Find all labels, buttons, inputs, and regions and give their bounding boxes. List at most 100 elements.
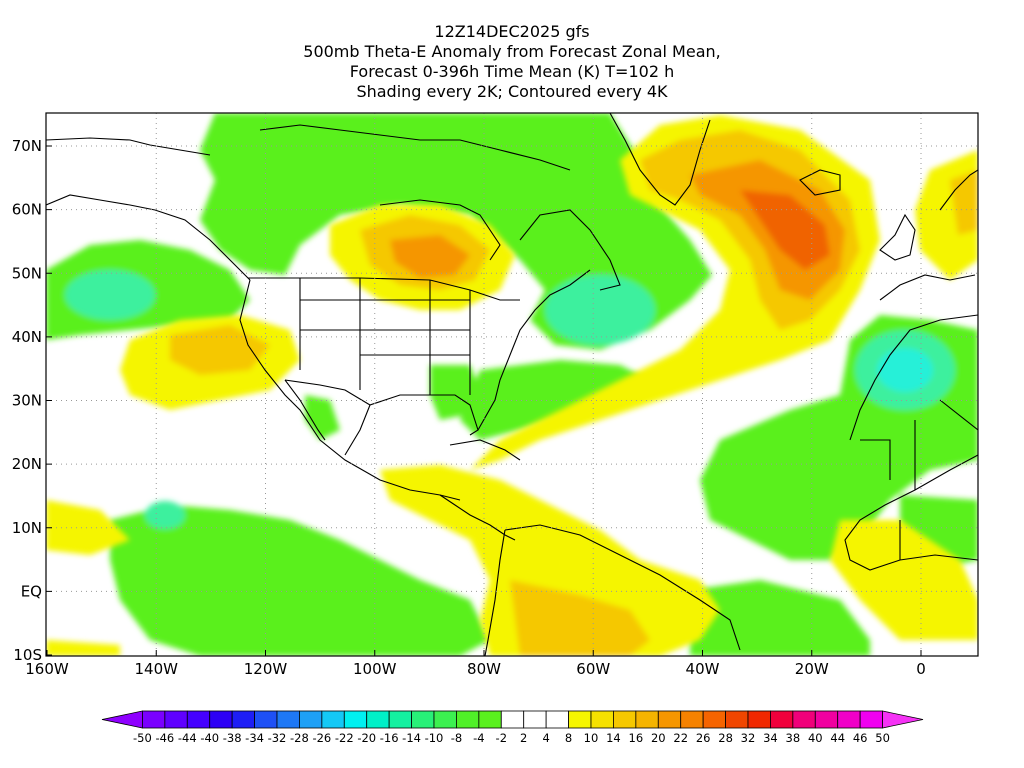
y-axis: 10S EQ 10N 20N 30N 40N 50N 60N 70N (12, 137, 52, 664)
map-frame (45, 112, 979, 657)
colorbar-label: 32 (741, 731, 756, 745)
x-tick-label: 140W (135, 660, 179, 678)
colorbar-swatch (321, 710, 345, 729)
y-tick-label: 70N (12, 137, 42, 155)
coast-north-america-west (239, 279, 461, 501)
title-line-forecast: Forecast 0-396h Time Mean (K) T=102 h (349, 62, 675, 81)
x-tick-label: 0 (916, 660, 926, 678)
x-tick-label: 40W (686, 660, 720, 678)
colorbar-swatch (388, 710, 412, 729)
colorbar-swatch (814, 710, 839, 729)
title-line-variable: 500mb Theta-E Anomaly from Forecast Zona… (303, 42, 721, 61)
colorbar-swatch (101, 710, 143, 729)
colorbar-label: 20 (651, 731, 666, 745)
warm-region-pacific-core (170, 325, 270, 375)
cool-region-baja (305, 395, 340, 440)
colorbar-label: 10 (584, 731, 599, 745)
colorbar-swatch (186, 710, 211, 729)
colorbar-label: 50 (875, 731, 890, 745)
colorbar-label: -32 (268, 731, 287, 745)
coast-greenland (609, 113, 711, 206)
colorbar-swatch (680, 710, 704, 729)
colorbar-label: -2 (496, 731, 507, 745)
colorbar-swatch (299, 710, 323, 729)
coastlines (46, 113, 978, 656)
colorbar-swatch (142, 710, 166, 729)
x-tick-label: 120W (244, 660, 288, 678)
colorbar-label: 26 (696, 731, 711, 745)
coast-alaska-north (46, 137, 211, 156)
warm-region-caribbean (380, 465, 720, 656)
warm-region-great-lakes-max (390, 235, 470, 278)
colorbar-swatch (702, 710, 726, 729)
colorbar-label: 38 (786, 731, 801, 745)
warm-region-europe-core (950, 170, 978, 235)
anomaly-field (46, 113, 978, 656)
colorbar-swatch (792, 710, 816, 729)
y-tick-label: 50N (12, 264, 42, 282)
colorbar-swatch (433, 710, 457, 729)
colorbar-swatch (343, 710, 368, 729)
x-tick-label: 160W (25, 660, 69, 678)
colorbar-label: 34 (763, 731, 778, 745)
colorbar-swatch (568, 710, 592, 729)
warm-region-peak (740, 190, 830, 270)
colorbar-swatch (635, 710, 659, 729)
x-tick-label: 100W (353, 660, 397, 678)
y-tick-label: EQ (21, 582, 42, 600)
colorbar-label: -46 (155, 731, 174, 745)
coast-central-america (439, 494, 516, 541)
colorbar-label: 40 (808, 731, 823, 745)
africa-borders (860, 399, 978, 560)
cool-anomaly-shading (46, 113, 978, 656)
colorbar-label: 4 (542, 731, 549, 745)
warm-region-africa-west (830, 520, 978, 640)
cool-region-tropical-pacific (110, 505, 490, 656)
warm-anomaly-shading (46, 115, 978, 656)
coast-arctic-islands (259, 124, 571, 171)
colorbar-label: -20 (357, 731, 376, 745)
colorbar-label: -50 (133, 731, 152, 745)
colorbar-label: 8 (565, 731, 572, 745)
colorbar-label: -26 (312, 731, 331, 745)
coast-hudson (379, 199, 501, 261)
colorbar-label: 28 (718, 731, 733, 745)
colorbar-swatch (366, 710, 390, 729)
colorbar-swatch (411, 710, 435, 729)
coast-south-america-west (484, 529, 506, 656)
colorbar-swatch (478, 710, 502, 729)
colorbar-swatch (590, 710, 614, 729)
colorbar-label: -44 (178, 731, 197, 745)
warm-region-south-america (510, 580, 650, 656)
colorbar-label: -28 (290, 731, 309, 745)
mexico-border (284, 379, 371, 406)
colorbar: -50 -46 -44 -40 -38 -34 -32 -28 -26 -22 -20 -16 -14-… (101, 710, 924, 745)
colorbar-label: 46 (853, 731, 868, 745)
y-tick-label: 40N (12, 328, 42, 346)
colorbar-label: 14 (606, 731, 621, 745)
colorbar-swatch (837, 710, 861, 729)
colorbar-swatch (613, 710, 637, 729)
y-tick-label: 60N (12, 201, 42, 219)
colorbar-swatch (456, 710, 480, 729)
coast-cuba (449, 439, 521, 461)
colorbar-label: 16 (629, 731, 644, 745)
colorbar-label: -40 (200, 731, 219, 745)
colorbar-label: 2 (520, 731, 527, 745)
coast-nw-africa (849, 314, 978, 441)
title-line-shading: Shading every 2K; Contoured every 4K (356, 82, 668, 101)
colorbar-swatch (276, 710, 300, 729)
y-tick-label: 10S (13, 646, 42, 664)
colorbar-label: -22 (335, 731, 354, 745)
colorbar-swatch (164, 710, 188, 729)
map-gridlines (46, 113, 978, 656)
colorbar-swatch (209, 710, 233, 729)
y-tick-label: 20N (12, 455, 42, 473)
x-axis: 160W 140W 120W 100W 80W 60W 40W 20W 0 (25, 650, 926, 678)
warm-region-hawaii (46, 640, 120, 656)
cool-region-se-us (430, 365, 480, 420)
us-states-grid-a (299, 278, 471, 395)
colorbar-swatch (231, 710, 255, 729)
x-tick-label: 20W (795, 660, 829, 678)
colorbar-label: -10 (425, 731, 444, 745)
